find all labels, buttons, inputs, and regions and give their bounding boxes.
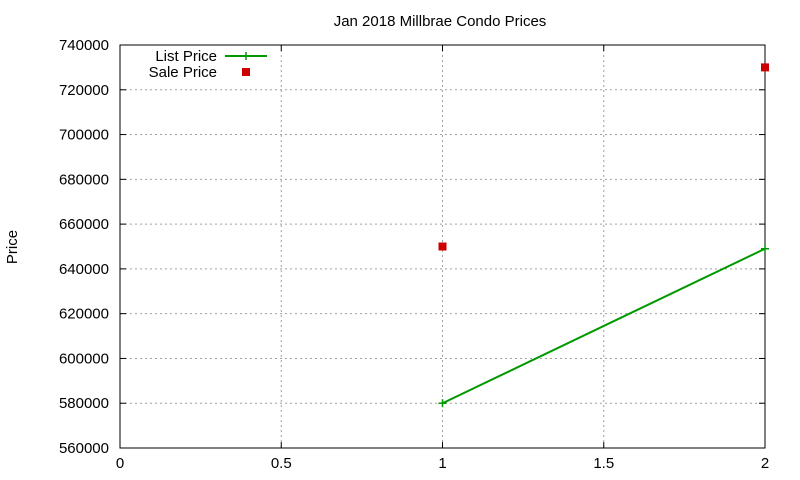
x-tick-label: 2 (761, 455, 769, 472)
list-price-series (438, 244, 769, 408)
y-tick-label: 680000 (59, 171, 109, 188)
legend-label-sale-price: Sale Price (149, 64, 217, 81)
y-tick-label: 660000 (59, 216, 109, 233)
list-price-point (761, 244, 769, 253)
y-tick-label: 700000 (59, 127, 109, 144)
y-tick-labels: 560000 580000 600000 620000 640000 660000 6800… (59, 37, 109, 457)
data-series (438, 63, 769, 408)
x-tick-label: 0.5 (271, 455, 292, 472)
y-tick-label: 720000 (59, 82, 109, 99)
sale-price-point (761, 63, 769, 72)
sale-price-point (438, 242, 447, 251)
x-tick-label: 0 (116, 455, 124, 472)
y-tick-label: 580000 (59, 395, 109, 412)
y-tick-label: 560000 (59, 440, 109, 457)
legend-swatch-sale-price (242, 68, 250, 76)
sale-price-series (438, 63, 769, 251)
x-tick-label: 1.5 (593, 455, 614, 472)
y-tick-label: 620000 (59, 306, 109, 323)
y-axis-label: Price (4, 230, 21, 264)
x-tick-label: 1 (438, 455, 446, 472)
legend-label-list-price: List Price (155, 48, 217, 65)
list-price-point (438, 399, 447, 408)
y-tick-label: 600000 (59, 350, 109, 367)
list-price-line (442, 247, 766, 405)
chart-title: Jan 2018 Millbrae Condo Prices (334, 13, 547, 30)
x-tick-labels: 0 0.5 1 1.5 2 (116, 455, 769, 472)
y-tick-label: 640000 (59, 261, 109, 278)
y-tick-label: 740000 (59, 37, 109, 54)
legend-swatch-list-price (225, 52, 267, 60)
